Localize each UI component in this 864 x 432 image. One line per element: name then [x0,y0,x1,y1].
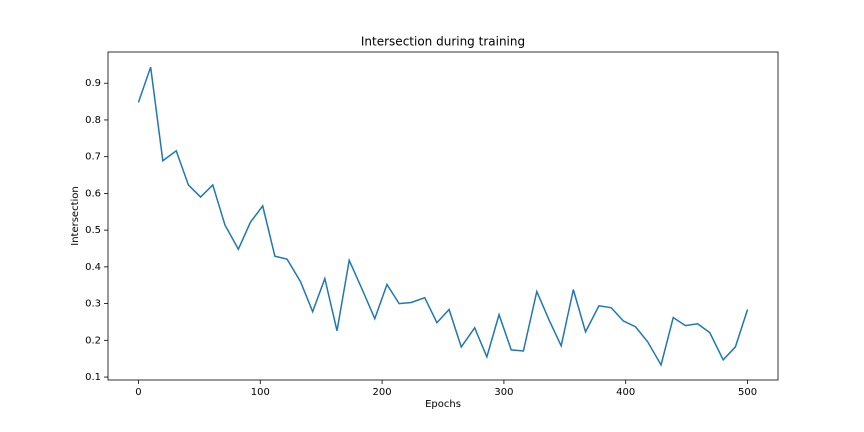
y-tick-label: 0.7 [85,152,101,163]
x-tick-label: 0 [135,387,141,398]
line-series [137,66,749,367]
y-axis-label: Intersection [70,186,81,246]
y-tick-label: 0.8 [85,115,101,126]
y-tick-label: 0.9 [85,78,101,89]
x-tick-label: 300 [494,387,513,398]
x-axis-label: Epochs [425,399,461,410]
y-tick-label: 0.5 [85,225,101,236]
y-tick-label: 0.1 [85,372,101,383]
y-tick-label: 0.3 [85,299,101,310]
x-tick-label: 400 [616,387,635,398]
y-tick-label: 0.6 [85,188,101,199]
x-tick-label: 200 [373,387,392,398]
x-tick-label: 500 [738,387,757,398]
y-tick-label: 0.2 [85,335,101,346]
y-tick-label: 0.4 [85,262,101,273]
chart-title: Intersection during training [361,35,525,49]
x-tick-label: 100 [251,387,270,398]
axes-frame [107,51,779,381]
